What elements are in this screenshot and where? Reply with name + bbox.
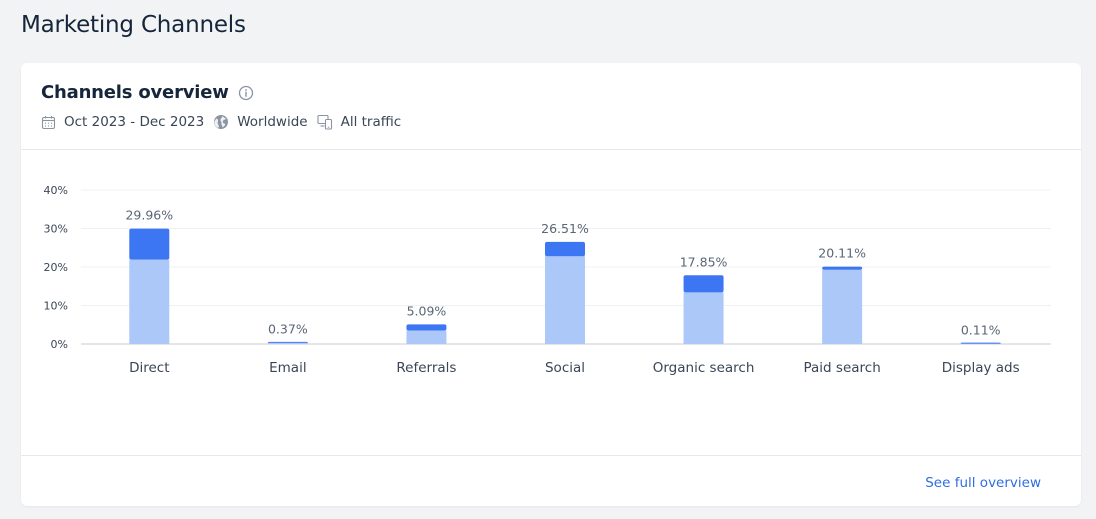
bar-segment-social-0[interactable]: [545, 256, 585, 344]
y-tick-label: 30%: [44, 223, 68, 236]
bar-value-label: 0.37%: [268, 322, 308, 337]
category-label: Organic search: [653, 360, 755, 376]
bar-segment-social-1[interactable]: [545, 241, 585, 257]
category-label: Direct: [129, 360, 169, 376]
card-title: Channels overview: [41, 82, 229, 103]
region-label: Worldwide: [237, 114, 308, 130]
date-range-filter[interactable]: Oct 2023 - Dec 2023: [41, 114, 204, 130]
card-footer: See full overview: [21, 455, 1081, 506]
y-tick-label: 40%: [44, 184, 68, 197]
bar-value-label: 20.11%: [818, 246, 866, 261]
bar-value-label: 26.51%: [541, 221, 589, 236]
date-range-label: Oct 2023 - Dec 2023: [64, 114, 205, 130]
bar-value-label: 17.85%: [680, 254, 728, 269]
traffic-filter[interactable]: All traffic: [317, 114, 402, 130]
category-label: Email: [269, 360, 306, 376]
bar-segment-email-1[interactable]: [267, 341, 308, 343]
y-tick-label: 20%: [44, 261, 68, 274]
traffic-label: All traffic: [340, 114, 402, 130]
bar-segment-organic-search-1[interactable]: [683, 275, 724, 293]
card-title-row: Channels overview: [41, 82, 254, 103]
channels-overview-card: Channels overview Oct 2023: [21, 63, 1081, 506]
y-tick-label: 0%: [51, 338, 68, 351]
bar-segment-referrals-1[interactable]: [406, 324, 447, 331]
channels-chart: 0% 10% 20% 30% 40% 29.96% Direct 0.37% Email 5.09…: [21, 151, 1081, 455]
card-header: Channels overview Oct 2023: [21, 63, 1081, 150]
page-title: Marketing Channels: [21, 12, 246, 38]
bar-segment-display-ads-1[interactable]: [960, 342, 1001, 344]
category-label: Display ads: [942, 360, 1020, 376]
bar-value-label: 5.09%: [407, 303, 447, 318]
calendar-icon: [41, 115, 56, 129]
bar-segment-email-0[interactable]: [267, 342, 308, 344]
filters-row: Oct 2023 - Dec 2023 Worldwide All traffi…: [41, 114, 410, 130]
bar-segment-paid-search-0[interactable]: [822, 269, 863, 344]
channels-bar-chart: 0% 10% 20% 30% 40% 29.96% Direct 0.37% Email 5.09…: [44, 184, 1051, 376]
bar-segment-direct-1[interactable]: [129, 228, 170, 260]
bar-value-label: 29.96%: [125, 208, 173, 223]
bar-segment-organic-search-0[interactable]: [683, 292, 724, 344]
bar-segment-referrals-0[interactable]: [406, 330, 447, 344]
y-tick-label: 10%: [44, 300, 68, 313]
globe-icon: [214, 115, 229, 129]
category-label: Social: [545, 360, 585, 376]
category-label: Referrals: [396, 360, 456, 376]
see-full-overview-link[interactable]: See full overview: [925, 475, 1041, 491]
bar-value-label: 0.11%: [961, 323, 1001, 338]
devices-icon: [317, 114, 332, 130]
bar-segment-paid-search-1[interactable]: [822, 266, 863, 270]
info-icon[interactable]: [238, 85, 254, 101]
bar-segment-direct-0[interactable]: [129, 259, 170, 344]
category-label: Paid search: [804, 360, 881, 376]
region-filter[interactable]: Worldwide: [213, 114, 308, 130]
